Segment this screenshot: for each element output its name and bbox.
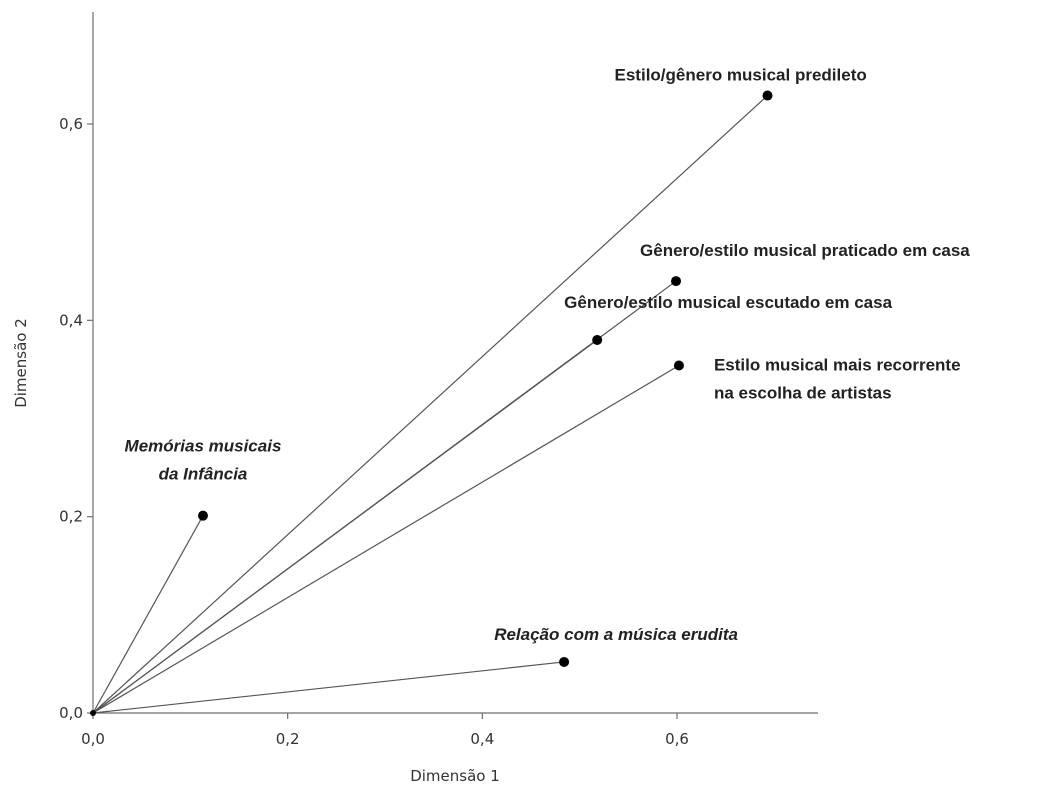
- ticks: 0,0 0,2 0,4 0,6 0,0 0,2 0,4 0,6: [59, 115, 689, 748]
- vector-line: [92, 661, 565, 714]
- point-label: Gênero/estilo musical escutado em casa: [564, 293, 892, 312]
- vector-line: [92, 364, 680, 714]
- point-label: na escolha de artistas: [714, 383, 892, 402]
- point-labels: Estilo/gênero musical predileto Gênero/es…: [125, 66, 971, 644]
- point-label: Gênero/estilo musical praticado em casa: [640, 241, 970, 260]
- origin-point: [90, 710, 96, 716]
- points: [90, 90, 773, 716]
- y-axis-title: Dimensão 2: [12, 318, 30, 408]
- y-tick-label: 0,2: [59, 508, 83, 526]
- axes: [92, 12, 818, 714]
- x-tick-label: 0,2: [276, 730, 300, 748]
- data-point: [671, 276, 682, 287]
- point-label: Memórias musicais: [125, 437, 282, 456]
- x-tick-label: 0,6: [665, 730, 689, 748]
- data-point: [673, 360, 684, 371]
- point-label: da Infância: [159, 465, 248, 484]
- vector-line: [92, 515, 204, 714]
- data-point: [559, 656, 570, 667]
- point-label: Relação com a música erudita: [494, 625, 738, 644]
- vectors: [92, 95, 768, 714]
- data-point: [592, 334, 603, 345]
- vector-line: [92, 95, 768, 714]
- y-tick-label: 0,0: [59, 704, 83, 722]
- point-label: Estilo/gênero musical predileto: [615, 66, 867, 85]
- x-axis-title: Dimensão 1: [410, 767, 500, 785]
- point-label: Estilo musical mais recorrente: [714, 355, 961, 374]
- x-tick-label: 0,0: [81, 730, 105, 748]
- vector-line: [92, 339, 598, 714]
- y-tick-label: 0,4: [59, 311, 83, 329]
- data-point: [197, 510, 208, 521]
- data-point: [762, 90, 773, 101]
- y-tick-label: 0,6: [59, 115, 83, 133]
- x-tick-label: 0,4: [470, 730, 494, 748]
